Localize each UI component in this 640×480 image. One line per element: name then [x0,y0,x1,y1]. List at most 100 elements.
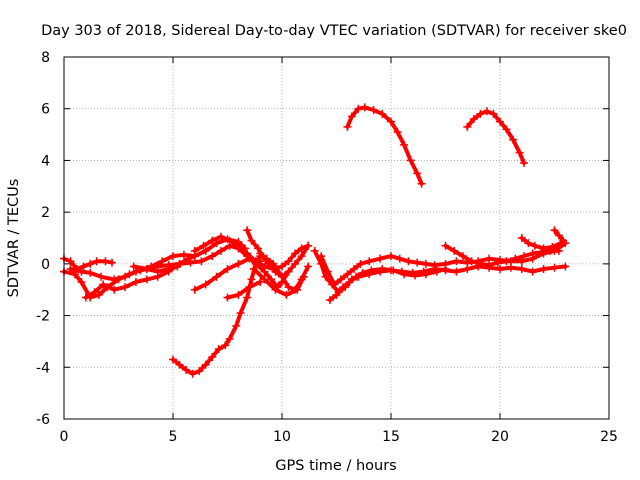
data-point [66,265,75,274]
data-point [467,257,476,266]
data-point [208,352,217,361]
data-point [256,277,265,286]
series-arc-19 [517,234,566,253]
data-point [201,280,210,289]
data-point [278,262,286,271]
data-point [99,280,108,289]
data-point [356,259,365,268]
data-point [195,367,204,376]
data-point [221,341,230,350]
data-point [524,239,533,248]
data-point [352,272,361,281]
data-point [291,249,300,258]
x-axis-label: GPS time / hours [275,458,396,474]
x-tick-label: 10 [273,429,291,445]
data-point [304,241,313,250]
data-point [530,241,539,250]
data-point [395,254,404,263]
series-arc-14 [317,239,570,289]
data-point [343,270,352,279]
data-point [496,265,504,274]
data-point [81,293,90,302]
data-point [299,272,308,281]
data-point [325,296,334,305]
data-point [208,236,217,245]
data-point [245,254,254,263]
data-point [463,122,472,131]
data-point [232,321,241,330]
data-point [310,246,319,255]
data-point [376,254,385,263]
series-line [465,109,526,165]
data-point [284,257,293,266]
data-point [86,268,95,277]
data-point [554,246,563,255]
data-point [182,365,191,374]
data-point [432,267,441,276]
chart-title: Day 303 of 2018, Sidereal Day-to-day VTE… [41,23,627,39]
data-point [539,244,548,253]
data-point [360,103,369,112]
data-point [225,236,234,245]
data-point [489,109,498,118]
data-point [208,252,217,261]
data-point [317,252,326,261]
data-point [511,254,520,263]
series-line [345,105,424,186]
data-point [539,265,548,274]
data-point [94,290,103,299]
series-arc-20 [550,226,568,245]
series-arc-8 [223,277,265,302]
series-arc-17 [463,107,528,168]
series-arc-15 [325,265,450,305]
data-point [450,246,459,255]
data-point [169,355,177,364]
data-point [336,275,345,284]
data-point [142,265,151,274]
data-point [129,262,138,271]
y-tick-label: 2 [41,205,50,221]
data-point [110,275,119,284]
data-point [389,266,398,275]
data-point [77,267,86,276]
data-point [278,272,286,281]
data-point [496,117,504,126]
data-point [282,290,291,299]
data-point [417,179,426,188]
series-line [225,280,263,300]
data-point [387,252,395,261]
data-point [400,270,409,279]
data-point [79,262,88,271]
data-point [97,272,106,281]
series-arc-4 [81,252,199,302]
data-point [349,265,358,274]
data-point [110,285,119,294]
data-point [216,232,225,241]
data-point [179,250,188,259]
data-point [234,241,243,250]
data-point [482,107,491,116]
data-point [77,277,86,286]
data-point [559,236,568,245]
data-point [345,277,354,286]
x-tick-label: 15 [382,429,400,445]
data-point [243,249,252,258]
data-point [550,263,559,272]
data-point [343,122,352,131]
x-tick-label: 25 [600,429,618,445]
series-line [83,254,197,300]
data-point [528,267,537,276]
data-point [517,265,526,274]
data-point [502,125,511,134]
data-point [297,252,306,261]
data-point [509,135,518,144]
series-arc-12 [249,265,308,299]
data-point [254,244,263,253]
axis-ticks: 0 5 10 15 20 25 -6 -4 -2 0 2 4 6 8 [36,50,618,445]
data-point [247,236,256,245]
plot-frame [63,56,610,420]
data-point [121,283,130,292]
data-point [284,267,293,276]
data-point [164,265,173,274]
